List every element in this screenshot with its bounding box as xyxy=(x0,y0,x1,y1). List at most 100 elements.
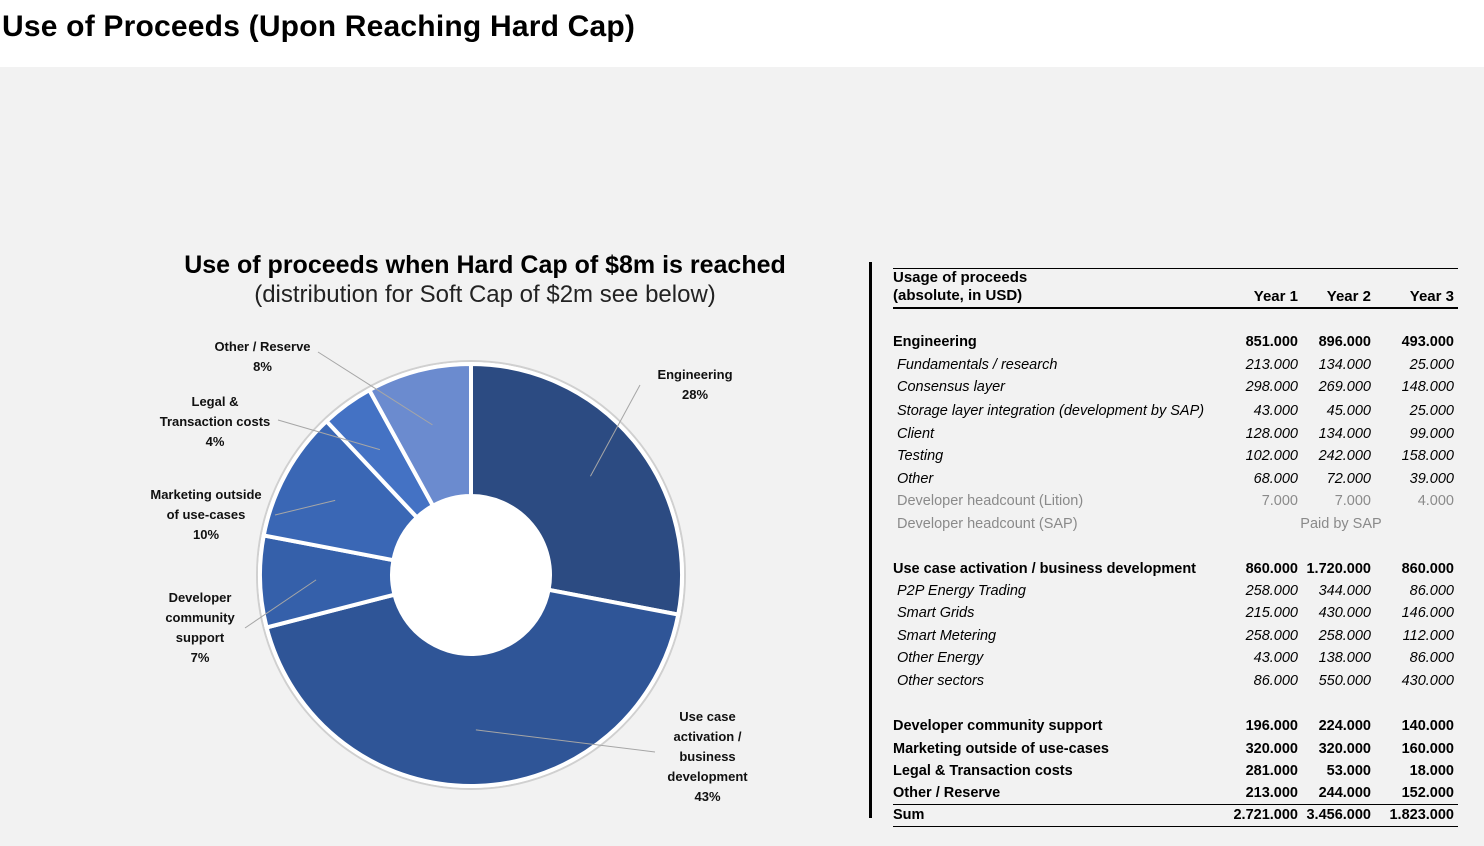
label-marketing-line2: of use-cases xyxy=(166,507,246,522)
chart-subtitle: (distribution for Soft Cap of $2m see be… xyxy=(254,281,716,308)
cell-year3: 112.000 xyxy=(1402,628,1454,644)
table-row: Consensus layer 298.000 269.000 148.000 xyxy=(893,376,1458,398)
donut-hole xyxy=(394,498,548,652)
row-label: Other / Reserve xyxy=(893,785,1001,801)
row-label: P2P Energy Trading xyxy=(897,583,1026,599)
row-label: Use case activation / business developme… xyxy=(893,561,1197,577)
cell-year3: 158.000 xyxy=(1401,448,1454,464)
table-row-headcount-sap: Developer headcount (SAP) Paid by SAP xyxy=(893,513,1458,535)
cell-year2: 320.000 xyxy=(1318,741,1371,757)
row-label: Legal & Transaction costs xyxy=(893,763,1073,779)
table-row: Testing 102.000 242.000 158.000 xyxy=(893,445,1458,467)
cell-year2: 550.000 xyxy=(1318,673,1371,689)
cell-year2: 269.000 xyxy=(1318,379,1371,395)
donut-chart xyxy=(244,351,686,790)
cell-year3: 148.000 xyxy=(1401,379,1454,395)
cell-year1: 860.000 xyxy=(1245,561,1298,577)
cell-year2: 224.000 xyxy=(1318,718,1371,734)
label-usecase-pct: 43% xyxy=(694,789,721,804)
table-row: Fundamentals / research 213.000 134.000 … xyxy=(893,354,1458,376)
label-devcomm-line2: community xyxy=(165,610,235,625)
table-header-label: Usage of proceeds (absolute, in USD) xyxy=(893,269,1027,305)
row-label: Other xyxy=(897,471,934,487)
label-legal: Legal & Transaction costs 4% xyxy=(150,392,280,452)
slice-engineering xyxy=(469,361,684,617)
row-label: Sum xyxy=(893,807,925,823)
chart-title: Use of proceeds when Hard Cap of $8m is … xyxy=(184,251,786,279)
label-devcomm-line1: Developer xyxy=(168,590,232,605)
cell-year2: 53.000 xyxy=(1326,763,1371,779)
table-header: Usage of proceeds (absolute, in USD) Yea… xyxy=(893,268,1458,309)
cell-year2: 1.720.000 xyxy=(1306,561,1371,577)
cell-year1: 86.000 xyxy=(1253,673,1298,689)
row-label: Consensus layer xyxy=(897,379,1005,395)
page-title: Use of Proceeds (Upon Reaching Hard Cap) xyxy=(2,10,636,43)
table-row-headcount-lition: Developer headcount (Lition) 7.000 7.000… xyxy=(893,490,1458,512)
cell-year2: 242.000 xyxy=(1318,448,1371,464)
cell-year3: 160.000 xyxy=(1401,741,1454,757)
row-label: Other sectors xyxy=(897,673,985,689)
table-row: Storage layer integration (development b… xyxy=(893,400,1458,422)
table-row-marketing: Marketing outside of use-cases 320.000 3… xyxy=(893,738,1458,760)
slice-engineering-leader-line xyxy=(589,384,641,477)
cell-year2: 344.000 xyxy=(1318,583,1371,599)
label-legal-line2: Transaction costs xyxy=(159,414,271,429)
table-row-usecase: Use case activation / business developme… xyxy=(893,558,1458,580)
label-marketing: Marketing outside of use-cases 10% xyxy=(136,485,276,545)
label-usecase-line2: activation / xyxy=(673,729,742,744)
cell-year3: 99.000 xyxy=(1409,426,1454,442)
cell-year3: 140.000 xyxy=(1401,718,1454,734)
row-label: Engineering xyxy=(893,334,977,350)
table-row: Client 128.000 134.000 99.000 xyxy=(893,423,1458,445)
slice-other-reserve-leader-line xyxy=(317,351,433,426)
table-row-engineering: Engineering 851.000 896.000 493.000 xyxy=(893,331,1458,353)
row-label: Fundamentals / research xyxy=(897,357,1058,373)
cell-year1: 196.000 xyxy=(1245,718,1298,734)
table-row: Smart Grids 215.000 430.000 146.000 xyxy=(893,602,1458,624)
row-label: Other Energy xyxy=(897,650,984,666)
cell-year1: 213.000 xyxy=(1245,357,1298,373)
cell-year3: 25.000 xyxy=(1409,357,1454,373)
row-label: Developer headcount (Lition) xyxy=(897,493,1084,509)
label-usecase-line4: development xyxy=(667,769,748,784)
cell-year1: 258.000 xyxy=(1245,628,1298,644)
label-engineering-pct: 28% xyxy=(681,387,709,402)
table-row: Smart Metering 258.000 258.000 112.000 xyxy=(893,625,1458,647)
row-label: Smart Metering xyxy=(897,628,997,644)
cell-year1: 128.000 xyxy=(1245,426,1298,442)
label-other-reserve: Other / Reserve 8% xyxy=(200,337,325,377)
table-row-legal: Legal & Transaction costs 281.000 53.000… xyxy=(893,760,1458,782)
cell-year2: 134.000 xyxy=(1318,357,1371,373)
slice-usecase xyxy=(264,587,681,788)
label-usecase-line3: business xyxy=(679,749,736,764)
cell-year1: 298.000 xyxy=(1245,379,1298,395)
cell-year1: 68.000 xyxy=(1253,471,1298,487)
cell-year1: 258.000 xyxy=(1245,583,1298,599)
cell-year3: 86.000 xyxy=(1409,650,1454,666)
label-legal-line1: Legal & xyxy=(191,394,239,409)
row-label: Marketing outside of use-cases xyxy=(893,741,1109,757)
table-row-other-reserve: Other / Reserve 213.000 244.000 152.000 xyxy=(893,782,1458,805)
label-engineering: Engineering 28% xyxy=(640,365,750,405)
cell-year2: 45.000 xyxy=(1326,403,1371,419)
cell-year2: 430.000 xyxy=(1318,605,1371,621)
cell-year3: 860.000 xyxy=(1401,561,1454,577)
table-header-line1: Usage of proceeds xyxy=(893,269,1028,286)
table-row: Other Energy 43.000 138.000 86.000 xyxy=(893,647,1458,669)
cell-year3: 430.000 xyxy=(1401,673,1454,689)
chart-heading: Use of proceeds when Hard Cap of $8m is … xyxy=(130,250,840,310)
cell-year3: 4.000 xyxy=(1417,493,1454,509)
cell-year3: 86.000 xyxy=(1409,583,1454,599)
label-legal-pct: 4% xyxy=(205,434,225,449)
year-1-header: Year 1 xyxy=(1253,288,1298,305)
cell-year1: 7.000 xyxy=(1261,493,1298,509)
vertical-divider xyxy=(869,262,872,818)
row-label: Testing xyxy=(897,448,944,464)
row-label: Storage layer integration (development b… xyxy=(897,403,1205,419)
year-3-header: Year 3 xyxy=(1409,288,1454,305)
cell-year1: 281.000 xyxy=(1245,763,1298,779)
row-label: Smart Grids xyxy=(897,605,975,621)
label-other-pct: 8% xyxy=(253,359,272,374)
slice-marketing-leader-line xyxy=(274,499,336,516)
cell-year1: 213.000 xyxy=(1245,785,1298,801)
